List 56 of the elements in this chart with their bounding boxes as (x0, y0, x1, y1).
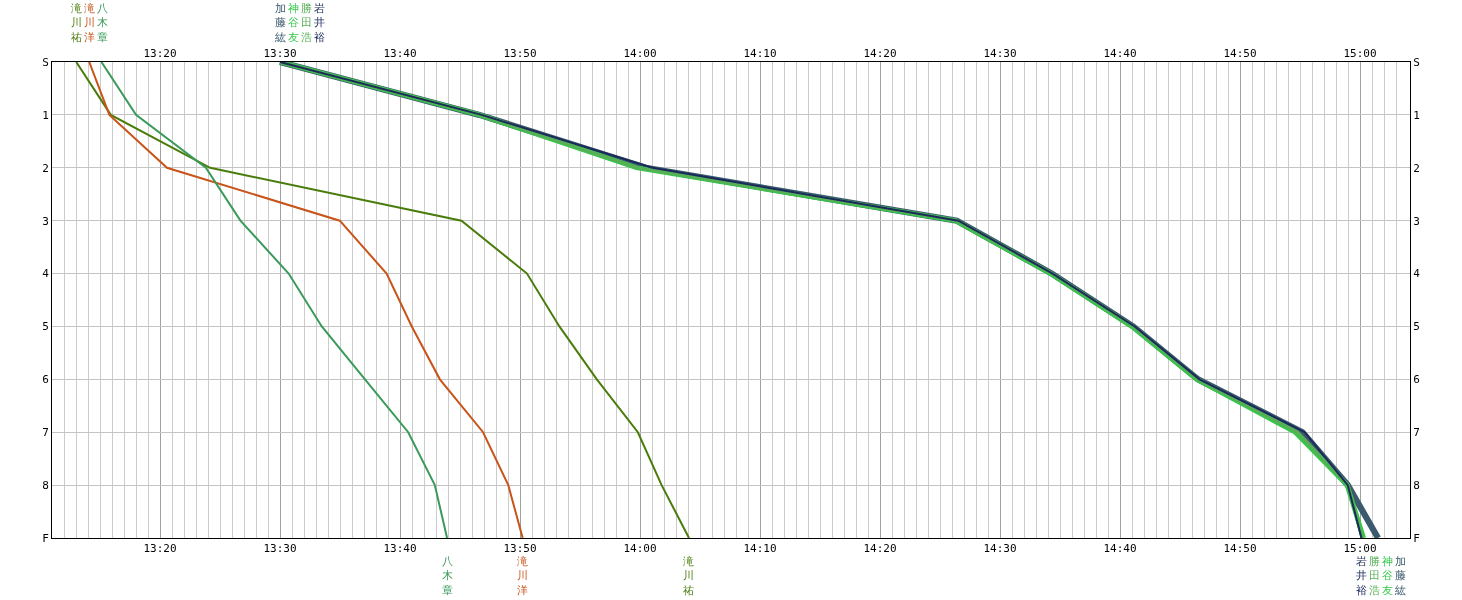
text: 滝川洋 (84, 2, 95, 44)
y2-tick-label: 4 (1413, 267, 1421, 281)
text: 岩井裕 (314, 2, 325, 44)
text: 八木章 (97, 2, 108, 44)
y-tick-label: F (42, 531, 49, 545)
x-tick-label: 13:30 (263, 542, 297, 556)
y-tick-label: 7 (42, 426, 49, 440)
x2-tick-label: 14:10 (743, 46, 777, 60)
y2-tick-label: S (1413, 55, 1420, 69)
y-tick-label: 4 (42, 267, 50, 281)
series-label: 岩井裕 (1356, 555, 1367, 597)
y2-tick-label: 3 (1413, 214, 1420, 228)
y2-tick-label: 2 (1413, 161, 1420, 175)
text: 加藤紘 (1395, 555, 1406, 597)
x-tick-label: 14:20 (863, 542, 897, 556)
y2-tick-label: 7 (1413, 426, 1420, 440)
y-tick-label: 3 (42, 214, 49, 228)
y-tick-label: 5 (42, 320, 49, 334)
x2-tick-label: 14:20 (863, 46, 897, 60)
x2-tick-label: 13:50 (503, 46, 537, 60)
y-tick-label: 1 (42, 108, 49, 122)
series-label: 滝川洋 (517, 555, 528, 597)
y-tick-label: 2 (42, 161, 49, 175)
series-label: 神谷友 (288, 2, 299, 44)
series-label: 加藤紘 (275, 2, 286, 44)
x2-tick-label: 14:00 (623, 46, 657, 60)
x-tick-label: 13:20 (143, 542, 177, 556)
y-tick-label: S (42, 55, 49, 69)
y-tick-label: 6 (42, 373, 49, 387)
x2-tick-label: 15:00 (1343, 46, 1377, 60)
x-tick-label: 14:40 (1103, 542, 1137, 556)
series-label: 八木章 (442, 555, 453, 597)
x2-tick-label: 13:30 (263, 46, 297, 60)
x-tick-label: 13:40 (383, 542, 417, 556)
y2-tick-label: 5 (1413, 320, 1420, 334)
text: 神谷友 (1382, 555, 1393, 597)
x-tick-label: 14:50 (1223, 542, 1257, 556)
y2-tick-label: 6 (1413, 373, 1420, 387)
x-tick-label: 14:10 (743, 542, 777, 556)
x2-tick-label: 14:40 (1103, 46, 1137, 60)
y2-tick-label: 8 (1413, 478, 1420, 492)
x-tick-label: 13:50 (503, 542, 537, 556)
series-label: 勝田浩 (1369, 555, 1380, 597)
x2-tick-label: 13:20 (143, 46, 177, 60)
series-label: 滝川祐 (683, 555, 694, 597)
y-tick-label: 8 (42, 478, 49, 492)
x2-tick-label: 14:50 (1223, 46, 1257, 60)
y2-tick-label: F (1413, 531, 1420, 545)
x2-tick-label: 14:30 (983, 46, 1017, 60)
x-tick-label: 15:00 (1343, 542, 1377, 556)
y2-tick-label: 1 (1413, 108, 1420, 122)
x-tick-label: 14:00 (623, 542, 657, 556)
x-tick-label: 14:30 (983, 542, 1017, 556)
x2-tick-label: 13:40 (383, 46, 417, 60)
text: 勝田浩 (301, 2, 312, 44)
text: 滝川祐 (71, 2, 82, 44)
